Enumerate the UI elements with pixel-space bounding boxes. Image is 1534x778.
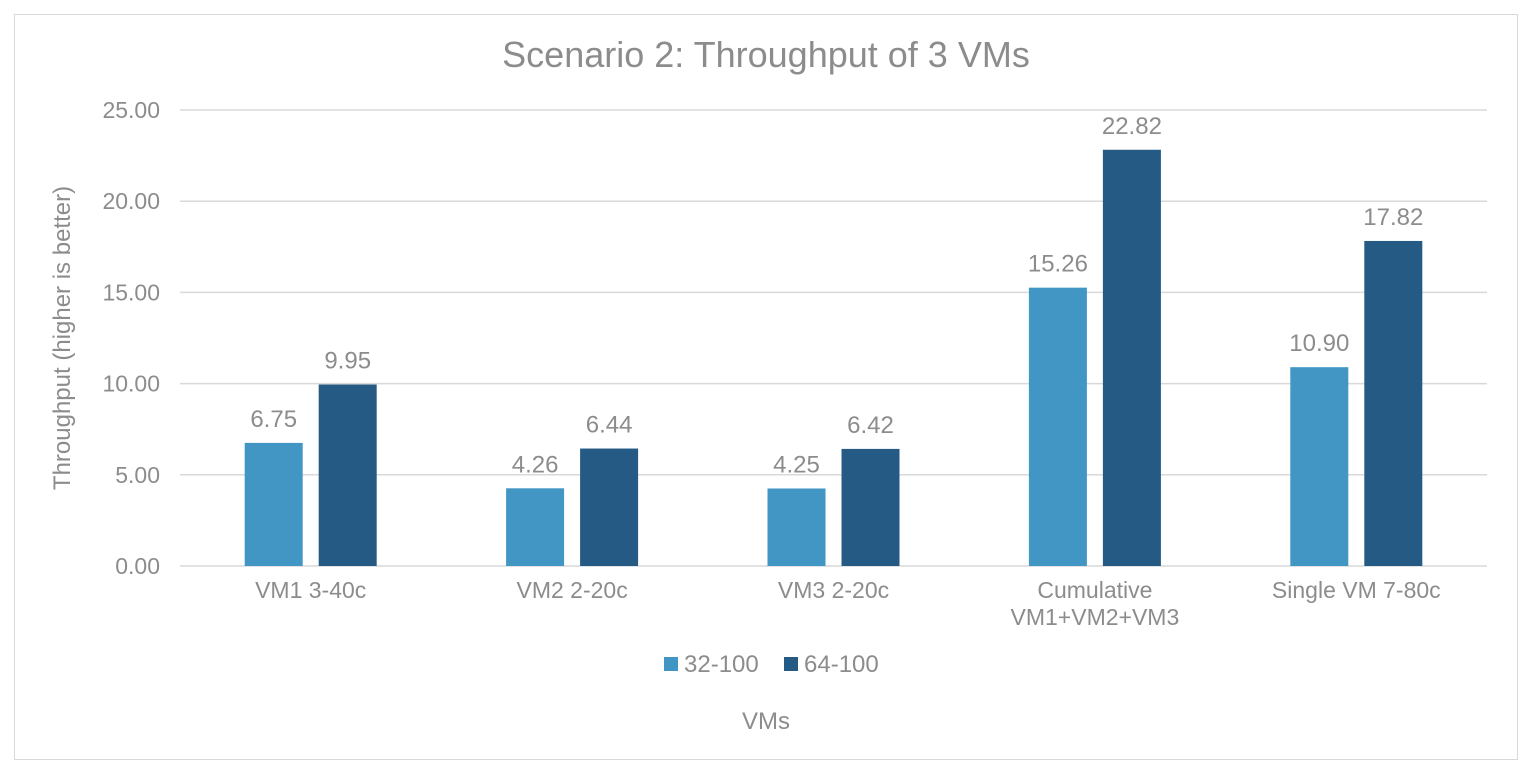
data-label: 22.82 — [1102, 113, 1162, 140]
x-category-label: Cumulative — [1037, 577, 1152, 603]
x-category-label: VM1+VM2+VM3 — [1011, 604, 1180, 630]
bar-64-100 — [318, 384, 377, 566]
legend-label: 64-100 — [804, 651, 879, 678]
bar-64-100 — [580, 448, 639, 566]
y-tick-label: 10.00 — [102, 371, 160, 397]
bar-64-100 — [841, 448, 900, 566]
bars — [244, 149, 1423, 567]
chart-frame — [14, 14, 1518, 760]
legend-swatch — [784, 657, 798, 671]
y-tick-label: 25.00 — [102, 97, 160, 123]
legend: 32-100 64-100 — [664, 651, 879, 678]
bar-32-100 — [244, 442, 303, 566]
chart-title: Scenario 2: Throughput of 3 VMs — [502, 34, 1030, 75]
x-category-label: Single VM 7-80c — [1272, 577, 1441, 603]
legend-label: 32-100 — [684, 651, 759, 678]
data-label: 4.26 — [512, 451, 559, 478]
x-category-label: VM3 2-20c — [778, 577, 889, 603]
y-axis-ticks: 0.00 5.00 10.00 15.00 20.00 25.00 — [102, 97, 160, 579]
y-axis-label: Throughput (higher is better) — [49, 186, 76, 490]
data-label: 15.26 — [1028, 251, 1088, 278]
data-label: 17.82 — [1363, 204, 1423, 231]
bar-64-100 — [1364, 240, 1423, 566]
y-tick-label: 15.00 — [102, 279, 160, 305]
legend-swatch — [664, 657, 678, 671]
data-label: 4.25 — [773, 451, 820, 478]
bar-32-100 — [767, 488, 826, 566]
x-axis-label: VMs — [742, 708, 790, 735]
x-axis-categories: VM1 3-40c VM2 2-20c VM3 2-20c CumulativeVM1… — [255, 577, 1441, 630]
data-label: 10.90 — [1289, 330, 1349, 357]
data-label: 6.75 — [250, 406, 297, 433]
data-labels: 6.75 9.95 4.26 6.44 4.25 6.42 15.26 22.82 10.90 1… — [250, 113, 1423, 479]
gridlines — [180, 109, 1487, 567]
bar-32-100 — [1028, 287, 1087, 566]
bar-32-100 — [506, 488, 565, 566]
x-category-label: VM1 3-40c — [255, 577, 366, 603]
data-label: 6.44 — [586, 412, 633, 439]
y-tick-label: 0.00 — [115, 553, 160, 579]
x-category-label: VM2 2-20c — [516, 577, 627, 603]
y-tick-label: 20.00 — [102, 188, 160, 214]
bar-64-100 — [1102, 149, 1161, 567]
data-label: 6.42 — [847, 412, 894, 439]
data-label: 9.95 — [324, 348, 371, 375]
y-tick-label: 5.00 — [115, 462, 160, 488]
bar-32-100 — [1290, 367, 1349, 566]
